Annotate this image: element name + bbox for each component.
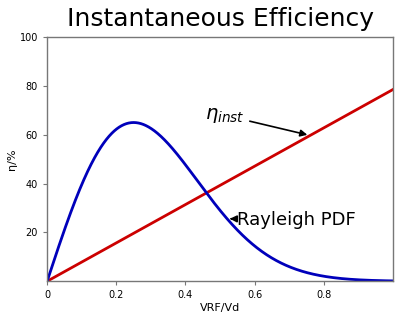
Text: Rayleigh PDF: Rayleigh PDF	[231, 211, 356, 229]
Text: $\eta_{inst}$: $\eta_{inst}$	[205, 106, 306, 136]
Title: Instantaneous Efficiency: Instantaneous Efficiency	[66, 7, 374, 31]
X-axis label: VRF/Vd: VRF/Vd	[200, 303, 240, 313]
Y-axis label: η/%: η/%	[7, 148, 17, 170]
